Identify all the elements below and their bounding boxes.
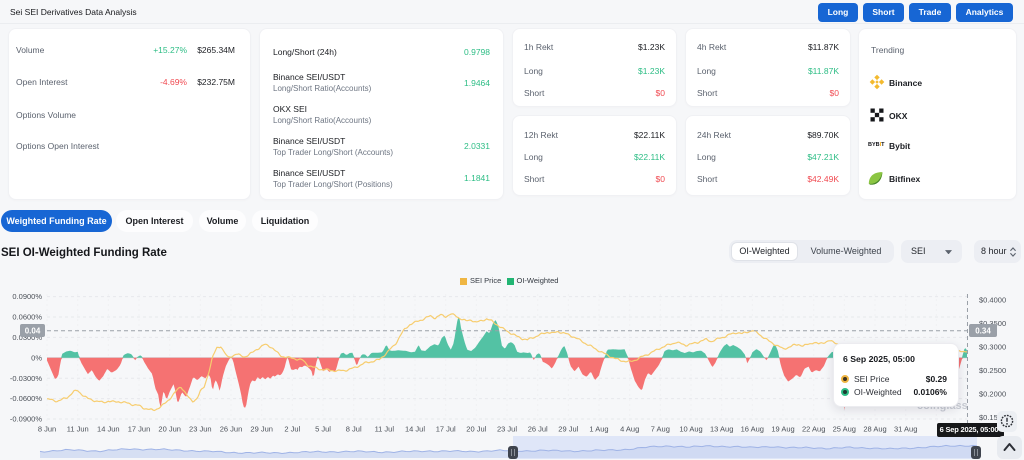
svg-text:-0.0900%: -0.0900%	[10, 415, 42, 424]
svg-text:0.0600%: 0.0600%	[12, 313, 42, 322]
svg-text:$0.1500: $0.1500	[979, 413, 1006, 422]
svg-text:10 Aug: 10 Aug	[679, 425, 702, 434]
svg-text:29 Jun: 29 Jun	[250, 425, 273, 434]
svg-text:14 Jul: 14 Jul	[405, 425, 425, 434]
svg-text:19 Aug: 19 Aug	[771, 425, 794, 434]
svg-text:23 Jun: 23 Jun	[189, 425, 212, 434]
svg-text:7 Aug: 7 Aug	[651, 425, 670, 434]
svg-text:8 Jun: 8 Jun	[38, 425, 56, 434]
svg-text:23 Jul: 23 Jul	[497, 425, 517, 434]
svg-text:4 Aug: 4 Aug	[620, 425, 639, 434]
svg-text:$0.3000: $0.3000	[979, 343, 1006, 352]
svg-text:$0.2000: $0.2000	[979, 390, 1006, 399]
svg-text:17 Jul: 17 Jul	[436, 425, 456, 434]
svg-text:26 Jul: 26 Jul	[528, 425, 548, 434]
svg-text:0.0900%: 0.0900%	[12, 292, 42, 301]
svg-text:2 Jul: 2 Jul	[284, 425, 300, 434]
svg-text:$0.2500: $0.2500	[979, 366, 1006, 375]
svg-text:20 Jun: 20 Jun	[158, 425, 181, 434]
svg-text:17 Jun: 17 Jun	[128, 425, 151, 434]
svg-text:0.34: 0.34	[975, 327, 991, 336]
svg-text:0.0300%: 0.0300%	[12, 333, 42, 342]
svg-text:29 Jul: 29 Jul	[558, 425, 578, 434]
svg-text:16 Aug: 16 Aug	[741, 425, 764, 434]
svg-text:26 Jun: 26 Jun	[220, 425, 243, 434]
svg-text:31 Aug: 31 Aug	[894, 425, 917, 434]
svg-text:11 Jul: 11 Jul	[375, 425, 395, 434]
svg-text:-0.0600%: -0.0600%	[10, 394, 42, 403]
svg-text:0%: 0%	[31, 353, 42, 362]
svg-text:11 Jun: 11 Jun	[67, 425, 89, 434]
svg-text:14 Jun: 14 Jun	[97, 425, 120, 434]
svg-text:-0.0300%: -0.0300%	[10, 374, 42, 383]
svg-text:25 Aug: 25 Aug	[833, 425, 856, 434]
svg-text:$0.3500: $0.3500	[979, 319, 1006, 328]
svg-text:1 Aug: 1 Aug	[589, 425, 608, 434]
svg-text:$0.4000: $0.4000	[979, 296, 1006, 305]
svg-text:20 Jul: 20 Jul	[466, 425, 486, 434]
svg-text:5 Jul: 5 Jul	[315, 425, 331, 434]
svg-text:22 Aug: 22 Aug	[802, 425, 825, 434]
svg-text:13 Aug: 13 Aug	[710, 425, 733, 434]
svg-text:28 Aug: 28 Aug	[863, 425, 886, 434]
svg-text:8 Jul: 8 Jul	[346, 425, 362, 434]
svg-text:0.04: 0.04	[25, 327, 41, 336]
